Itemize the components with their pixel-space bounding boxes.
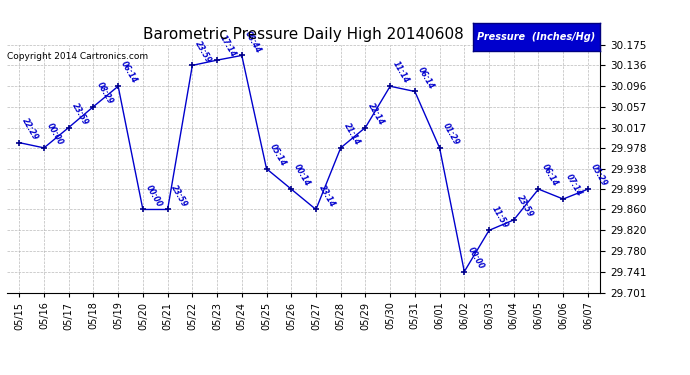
Text: Copyright 2014 Cartronics.com: Copyright 2014 Cartronics.com <box>8 53 148 62</box>
Text: Pressure  (Inches/Hg): Pressure (Inches/Hg) <box>477 32 595 42</box>
Text: 23:59: 23:59 <box>194 39 213 64</box>
Text: 22:14: 22:14 <box>366 101 386 126</box>
Text: 23:59: 23:59 <box>515 194 535 219</box>
Text: 00:00: 00:00 <box>466 245 485 271</box>
Text: 17:14: 17:14 <box>218 34 238 59</box>
Text: 00:00: 00:00 <box>144 183 164 209</box>
Text: 22:29: 22:29 <box>21 116 40 142</box>
Text: 08:44: 08:44 <box>243 29 263 54</box>
Text: 11:59: 11:59 <box>491 204 510 230</box>
Text: 06:14: 06:14 <box>416 65 436 90</box>
Text: 23:59: 23:59 <box>70 101 90 126</box>
Text: 07:14: 07:14 <box>564 173 584 198</box>
Text: 05:29: 05:29 <box>589 163 609 188</box>
Text: 06:14: 06:14 <box>540 163 560 188</box>
Text: 11:14: 11:14 <box>391 60 411 85</box>
Text: 23:59: 23:59 <box>169 183 188 209</box>
Text: 23:14: 23:14 <box>317 183 337 209</box>
Text: 05:14: 05:14 <box>268 142 288 168</box>
Text: 06:14: 06:14 <box>119 60 139 85</box>
Text: 21:14: 21:14 <box>342 122 362 147</box>
Text: 08:29: 08:29 <box>95 80 115 106</box>
Title: Barometric Pressure Daily High 20140608: Barometric Pressure Daily High 20140608 <box>144 27 464 42</box>
Text: 00:14: 00:14 <box>293 163 313 188</box>
Text: 00:00: 00:00 <box>46 122 65 147</box>
Text: 01:29: 01:29 <box>441 122 461 147</box>
